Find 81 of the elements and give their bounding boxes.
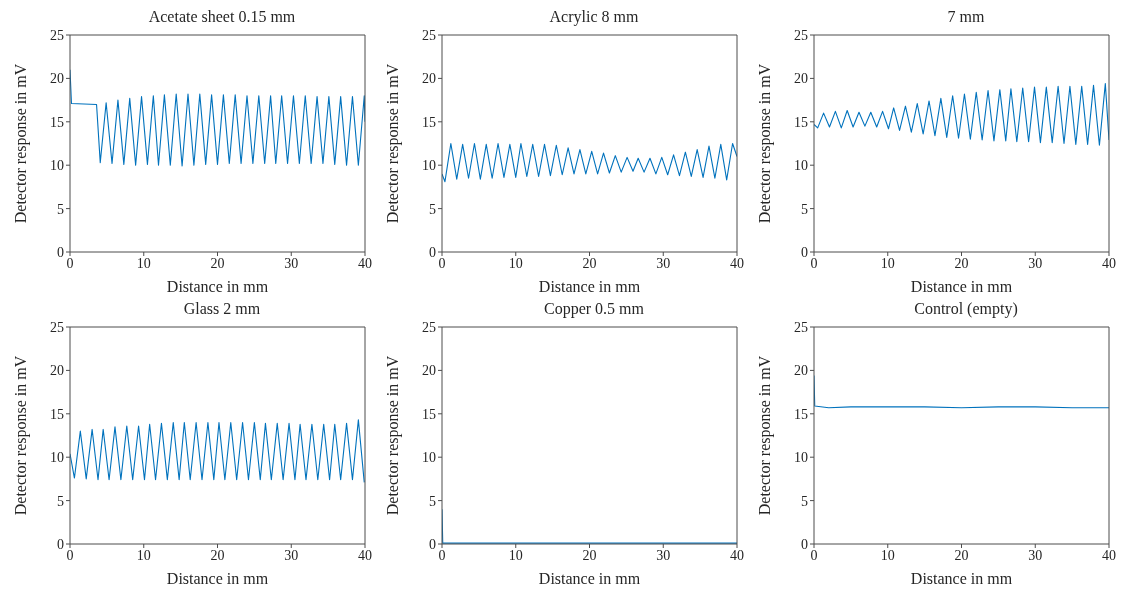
chart-title: 7 mm [946, 8, 986, 27]
y-tick-label: 5 [429, 201, 436, 217]
y-tick-label: 20 [794, 71, 808, 87]
x-tick-label: 30 [1028, 255, 1043, 271]
y-tick-label: 25 [422, 319, 436, 335]
x-tick-label: 20 [210, 547, 225, 563]
y-tick-label: 0 [429, 536, 436, 552]
y-tick-label: 25 [422, 27, 436, 43]
chart-title: Control (empty) [913, 300, 1019, 320]
y-tick-label: 15 [50, 406, 64, 422]
y-tick-label: 20 [422, 363, 436, 379]
x-tick-label: 10 [136, 255, 151, 271]
x-tick-label: 10 [880, 547, 895, 563]
y-tick-label: 0 [429, 244, 436, 260]
x-tick-label: 30 [656, 255, 671, 271]
x-tick-label: 10 [880, 255, 895, 271]
y-axis-title: Detector response in mV [11, 355, 30, 516]
y-tick-label: 25 [794, 319, 808, 335]
x-tick-label: 30 [284, 547, 299, 563]
x-tick-label: 10 [136, 547, 151, 563]
y-tick-label: 10 [50, 158, 64, 174]
y-tick-label: 10 [422, 450, 436, 466]
x-tick-label: 40 [358, 547, 372, 563]
y-tick-label: 5 [57, 201, 64, 217]
x-tick-label: 10 [508, 255, 523, 271]
y-tick-label: 15 [422, 114, 436, 130]
x-tick-label: 20 [582, 547, 597, 563]
y-tick-label: 15 [794, 406, 808, 422]
y-tick-label: 25 [50, 27, 64, 43]
x-tick-label: 40 [730, 547, 744, 563]
line-series [814, 83, 1109, 146]
x-tick-label: 20 [582, 255, 597, 271]
y-tick-label: 20 [50, 71, 64, 87]
x-axis-title: Distance in mm [538, 278, 641, 295]
y-tick-label: 20 [794, 363, 808, 379]
y-axis-title: Detector response in mV [11, 63, 30, 224]
chart-title: Copper 0.5 mm [543, 300, 645, 320]
x-axis-title: Distance in mm [910, 570, 1013, 587]
x-tick-label: 10 [508, 547, 523, 563]
x-axis-title: Distance in mm [166, 570, 269, 587]
y-tick-label: 25 [794, 27, 808, 43]
x-tick-label: 40 [1102, 547, 1116, 563]
y-tick-label: 5 [429, 493, 436, 509]
x-axis-title: Distance in mm [166, 278, 269, 295]
y-tick-label: 10 [50, 450, 64, 466]
y-tick-label: 0 [801, 244, 808, 260]
x-tick-label: 20 [954, 547, 969, 563]
line-series [442, 142, 737, 183]
y-tick-label: 0 [57, 244, 64, 260]
x-tick-label: 40 [1102, 255, 1116, 271]
x-axis-title: Distance in mm [910, 278, 1013, 295]
y-tick-label: 20 [50, 363, 64, 379]
x-tick-label: 30 [284, 255, 299, 271]
chart-title: Acetate sheet 0.15 mm [147, 8, 297, 27]
y-tick-label: 0 [57, 536, 64, 552]
y-tick-label: 25 [50, 319, 64, 335]
y-axis-title: Detector response in mV [755, 63, 774, 224]
y-tick-label: 15 [794, 114, 808, 130]
x-tick-label: 40 [358, 255, 372, 271]
x-tick-label: 40 [730, 255, 744, 271]
chart-title: Acrylic 8 mm [548, 8, 640, 28]
y-tick-label: 10 [794, 450, 808, 466]
y-tick-label: 20 [422, 71, 436, 87]
y-axis-title: Detector response in mV [755, 355, 774, 516]
chart-title: Glass 2 mm [182, 300, 262, 319]
x-tick-label: 30 [1028, 547, 1043, 563]
y-tick-label: 15 [50, 114, 64, 130]
y-tick-label: 10 [422, 158, 436, 174]
y-axis-title: Detector response in mV [383, 63, 402, 224]
y-tick-label: 15 [422, 406, 436, 422]
y-tick-label: 5 [801, 201, 808, 217]
y-tick-label: 10 [794, 158, 808, 174]
x-tick-label: 20 [954, 255, 969, 271]
y-tick-label: 5 [57, 493, 64, 509]
x-tick-label: 20 [210, 255, 225, 271]
x-axis-title: Distance in mm [538, 570, 641, 587]
y-axis-title: Detector response in mV [383, 355, 402, 516]
line-series [70, 419, 365, 483]
x-tick-label: 30 [656, 547, 671, 563]
y-tick-label: 0 [801, 536, 808, 552]
y-tick-label: 5 [801, 493, 808, 509]
